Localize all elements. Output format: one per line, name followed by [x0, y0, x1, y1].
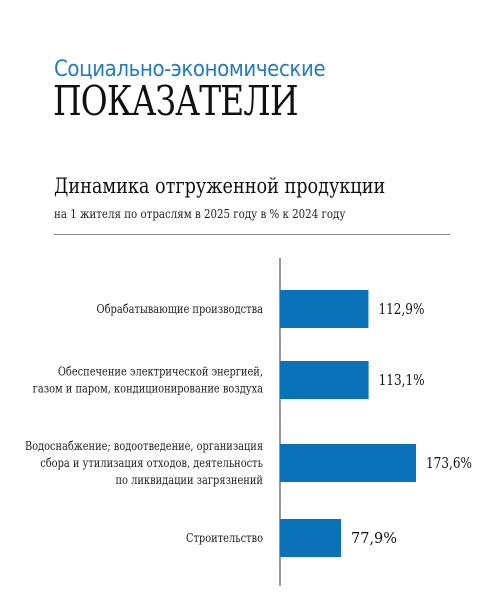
category-label-line: сбора и утилизация отходов, деятельность — [40, 456, 263, 470]
bar-2 — [280, 444, 416, 482]
category-label-line: газом и паром, кондиционирование воздуха — [33, 382, 263, 396]
category-label-2: Водоснабжение; водоотведение, организаци… — [25, 439, 263, 487]
category-label-line: по ликвидации загрязнений — [116, 473, 263, 487]
page-headline: ПОКАЗАТЕЛИ — [53, 77, 299, 125]
chart-subtitle: на 1 жителя по отраслям в 2025 году в % … — [54, 206, 346, 221]
bar-0 — [280, 290, 369, 328]
title-divider — [54, 234, 450, 235]
value-label-2: 173,6% — [426, 454, 472, 472]
category-label-line: Водоснабжение; водоотведение, организаци… — [25, 439, 263, 453]
value-label-0: 112,9% — [378, 300, 424, 318]
section-kicker: Социально-экономические — [54, 57, 326, 82]
value-label-1: 113,1% — [379, 371, 425, 389]
category-label-line: Обрабатывающие производства — [97, 302, 263, 316]
category-label-line: Строительство — [186, 531, 263, 545]
bar-1 — [280, 361, 369, 399]
value-label-3: 77,9% — [351, 529, 397, 547]
chart-title: Динамика отгруженной продукции — [54, 174, 386, 198]
category-label-0: Обрабатывающие производства — [97, 302, 263, 316]
category-label-line: Обеспечение электрической энергией, — [58, 365, 263, 379]
category-label-3: Строительство — [186, 531, 263, 545]
category-label-1: Обеспечение электрической энергией, газом… — [33, 365, 263, 396]
bar-3 — [280, 519, 342, 557]
